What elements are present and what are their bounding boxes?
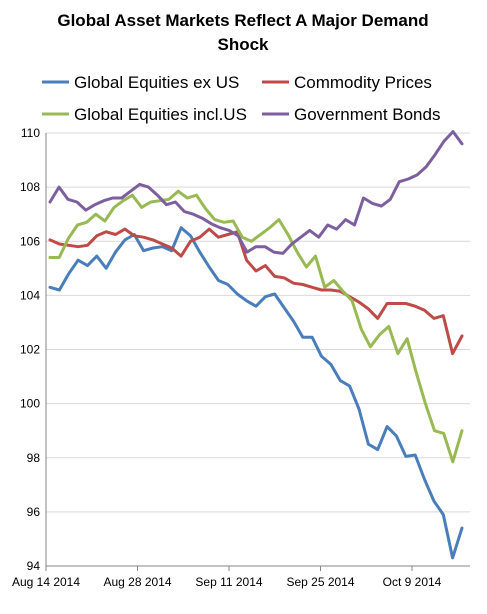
- gridlines: [46, 132, 470, 513]
- x-tick-label: Aug 14 2014: [12, 575, 80, 589]
- y-tick-label: 94: [27, 559, 41, 573]
- y-tick-label: 110: [21, 126, 40, 140]
- legend-label: Commodity Prices: [294, 73, 432, 92]
- legend-item: Global Equities incl.US: [42, 105, 247, 124]
- x-tick-label: Oct 9 2014: [383, 575, 442, 589]
- chart-title-line-2: Shock: [217, 35, 269, 54]
- series-line-global-equities-incl-us: [48, 189, 464, 464]
- chart-title-line-1: Global Asset Markets Reflect A Major Dem…: [57, 11, 428, 30]
- series-line-government-bonds: [48, 130, 464, 255]
- legend-label: Global Equities incl.US: [74, 105, 247, 124]
- y-tick-label: 104: [20, 288, 40, 302]
- series-lines: [48, 130, 464, 560]
- x-tick-label: Aug 28 2014: [103, 575, 171, 589]
- legend-item: Global Equities ex US: [42, 73, 239, 92]
- y-tick-label: 108: [20, 180, 40, 194]
- series-line-commodity-prices: [48, 227, 464, 356]
- legend-label: Global Equities ex US: [74, 73, 239, 92]
- legend-label: Government Bonds: [294, 105, 440, 124]
- y-tick-label: 102: [20, 343, 40, 357]
- legend: Global Equities ex US Commodity Prices Glo…: [42, 73, 440, 124]
- x-tick-label: Sep 11 2014: [195, 575, 262, 589]
- y-tick-label: 96: [27, 505, 41, 519]
- legend-item: Commodity Prices: [262, 73, 432, 92]
- axes: 94 96 98 100 102 104 106 108 110 Aug 14 2014 Aug 2…: [12, 126, 470, 589]
- series-line-global-equities-ex-us: [48, 226, 464, 560]
- y-tick-label: 98: [27, 451, 41, 465]
- x-tick-label: Sep 25 2014: [286, 575, 354, 589]
- y-tick-label: 100: [20, 397, 40, 411]
- y-tick-label: 106: [20, 234, 40, 248]
- legend-item: Government Bonds: [262, 105, 440, 124]
